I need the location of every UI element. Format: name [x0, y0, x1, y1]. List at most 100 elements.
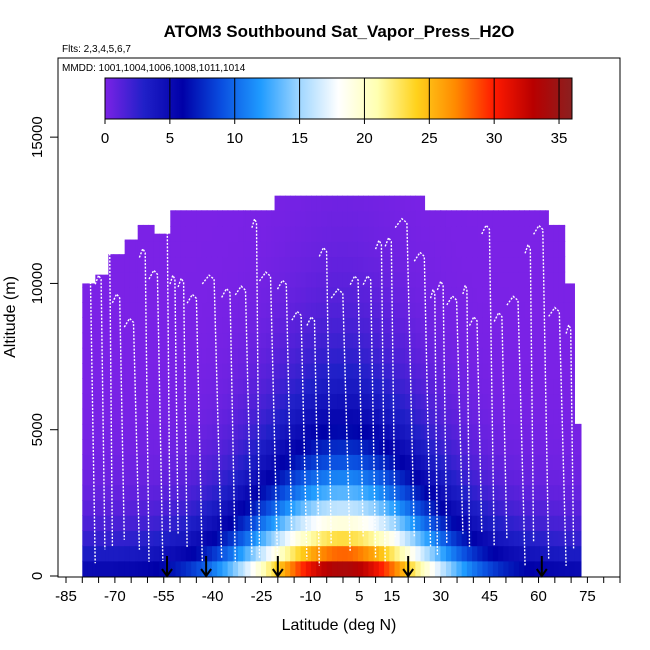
heatmap-cell — [185, 302, 192, 318]
heatmap-cell — [191, 347, 197, 364]
heatmap-cell — [274, 332, 281, 349]
heatmap-cell — [524, 393, 531, 410]
heatmap-cell — [331, 226, 338, 242]
flight-profile-trace — [548, 306, 567, 566]
heatmap-cell — [316, 439, 323, 455]
heatmap-cell — [245, 454, 252, 471]
heatmap-cell — [243, 469, 246, 486]
heatmap-cell — [305, 439, 312, 455]
heatmap-cell — [331, 560, 338, 577]
heatmap-cell — [384, 378, 390, 395]
heatmap-cell — [164, 423, 171, 440]
heatmap-cell — [482, 226, 489, 242]
heatmap-cell — [399, 195, 406, 212]
heatmap-cell — [95, 454, 102, 471]
heatmap-cell — [87, 439, 94, 455]
heatmap-cell — [260, 469, 267, 486]
heatmap-cell — [148, 439, 154, 455]
heatmap-cell — [321, 378, 328, 395]
heatmap-cell — [451, 423, 458, 440]
heatmap-cell — [424, 332, 431, 349]
heatmap-cell — [124, 454, 126, 471]
heatmap-cell — [250, 347, 257, 364]
heatmap-cell — [321, 226, 328, 242]
heatmap-cell — [440, 286, 447, 303]
heatmap-cell — [410, 256, 416, 273]
heatmap-cell — [217, 286, 224, 303]
heatmap-cell — [352, 302, 359, 318]
heatmap-cell — [316, 560, 323, 577]
heatmap-cell — [95, 560, 102, 577]
heatmap-cell — [82, 499, 89, 516]
heatmap-cell — [326, 226, 333, 242]
heatmap-cell — [477, 515, 484, 531]
heatmap-cell — [196, 226, 203, 242]
heatmap-cell — [227, 469, 234, 486]
heatmap-cell — [472, 332, 478, 349]
heatmap-cell — [321, 256, 328, 273]
heatmap-cell — [279, 286, 286, 303]
heatmap-cell — [534, 286, 541, 303]
heatmap-cell — [266, 256, 272, 273]
heatmap-cell — [482, 286, 489, 303]
heatmap-cell — [487, 210, 494, 212]
heatmap-cell — [373, 332, 380, 349]
heatmap-cell — [347, 195, 354, 212]
heatmap-cell — [290, 469, 297, 486]
heatmap-cell — [222, 363, 229, 379]
heatmap-cell — [250, 393, 257, 410]
heatmap-cell — [170, 256, 177, 273]
heatmap-cell — [92, 302, 96, 318]
heatmap-cell — [487, 560, 494, 577]
heatmap-cell — [399, 423, 406, 440]
heatmap-cell — [222, 454, 229, 471]
heatmap-cell — [461, 560, 468, 577]
heatmap-cell — [569, 286, 575, 303]
heatmap-cell — [100, 423, 107, 440]
heatmap-cell — [305, 378, 312, 395]
flight-profile-trace — [565, 323, 575, 549]
heatmap-cell — [279, 408, 286, 425]
heatmap-cell — [142, 469, 149, 486]
heatmap-cell — [440, 210, 447, 212]
heatmap-cell — [164, 363, 171, 379]
heatmap-cell — [461, 271, 468, 288]
heatmap-cell — [508, 363, 515, 379]
heatmap-cell — [316, 271, 323, 288]
heatmap-cell — [394, 210, 401, 227]
heatmap-cell — [524, 256, 531, 273]
heatmap-cell — [159, 363, 166, 379]
heatmap-cell — [175, 469, 182, 486]
heatmap-cell — [524, 332, 531, 349]
heatmap-cell — [124, 560, 131, 577]
heatmap-cell — [420, 241, 426, 258]
heatmap-cell — [331, 439, 338, 455]
heatmap-cell — [295, 515, 302, 531]
heatmap-cell — [290, 515, 297, 531]
heatmap-cell — [368, 469, 375, 486]
heatmap-cell — [482, 469, 489, 486]
heatmap-cell — [169, 286, 171, 303]
heatmap-cell — [148, 378, 154, 395]
heatmap-cell — [321, 408, 328, 425]
heatmap-cell — [113, 393, 120, 410]
heatmap-cell — [191, 302, 197, 318]
heatmap-cell — [477, 408, 484, 425]
heatmap-cell — [466, 286, 473, 303]
heatmap-cell — [563, 499, 566, 516]
heatmap-cell — [394, 302, 401, 318]
heatmap-cell — [169, 347, 171, 364]
heatmap-cell — [337, 560, 343, 577]
heatmap-cell — [326, 469, 333, 486]
heatmap-cell — [279, 439, 286, 455]
heatmap-cell — [148, 302, 154, 318]
heatmap-cell — [399, 317, 406, 334]
heatmap-cell — [445, 226, 452, 242]
heatmap-cell — [153, 241, 160, 258]
heatmap-cell — [518, 347, 525, 364]
heatmap-cell — [440, 378, 447, 395]
heatmap-cell — [524, 499, 531, 516]
heatmap-cell — [529, 256, 536, 273]
heatmap-cell — [415, 210, 422, 227]
heatmap-cell — [124, 286, 126, 303]
